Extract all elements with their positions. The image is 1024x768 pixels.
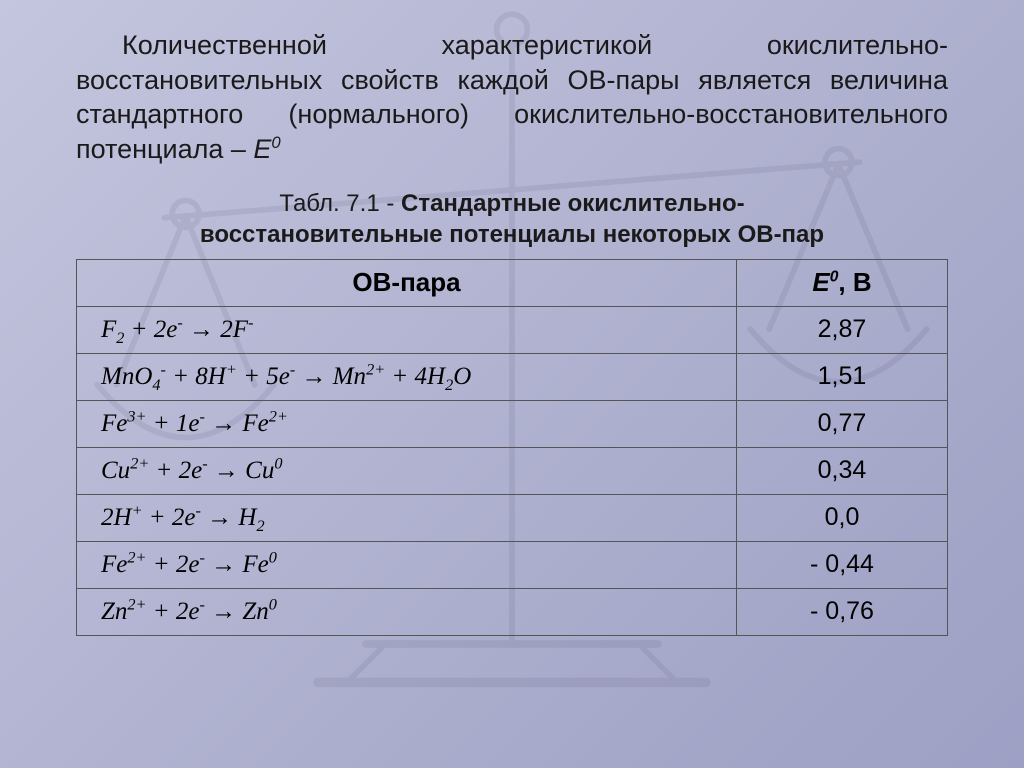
pair-cell: 2H+ + 2e- → H2 [77,494,737,541]
table-row: Cu2+ + 2e- → Cu00,34 [77,447,948,494]
intro-paragraph: Количественной характеристикой окислител… [76,28,948,166]
potential-cell: 0,77 [737,400,948,447]
pair-cell: MnO4- + 8H+ + 5e- → Mn2+ + 4H2O [77,353,737,400]
pair-cell: Fe2+ + 2e- → Fe0 [77,541,737,588]
redox-potentials-table: ОВ-пара Е0, В F2 + 2e- → 2F-2,87MnO4- + … [76,259,948,636]
potential-cell: 0,0 [737,494,948,541]
col-header-pair: ОВ-пара [77,259,737,306]
potential-cell: - 0,76 [737,588,948,635]
table-row: Fe3+ + 1e- → Fe2+0,77 [77,400,948,447]
caption-prefix: Табл. 7.1 - [279,190,401,217]
table-header-row: ОВ-пара Е0, В [77,259,948,306]
pair-cell: Cu2+ + 2e- → Cu0 [77,447,737,494]
table-row: 2H+ + 2e- → H20,0 [77,494,948,541]
pair-cell: F2 + 2e- → 2F- [77,306,737,353]
potential-cell: 0,34 [737,447,948,494]
pair-cell: Zn2+ + 2e- → Zn0 [77,588,737,635]
table-row: Fe2+ + 2e- → Fe0- 0,44 [77,541,948,588]
table-caption: Табл. 7.1 - Стандартные окислительно-вос… [76,188,948,250]
potential-cell: 1,51 [737,353,948,400]
potential-cell: - 0,44 [737,541,948,588]
table-row: F2 + 2e- → 2F-2,87 [77,306,948,353]
table-row: Zn2+ + 2e- → Zn0- 0,76 [77,588,948,635]
pair-cell: Fe3+ + 1e- → Fe2+ [77,400,737,447]
col-header-potential: Е0, В [737,259,948,306]
potential-cell: 2,87 [737,306,948,353]
table-row: MnO4- + 8H+ + 5e- → Mn2+ + 4H2O1,51 [77,353,948,400]
